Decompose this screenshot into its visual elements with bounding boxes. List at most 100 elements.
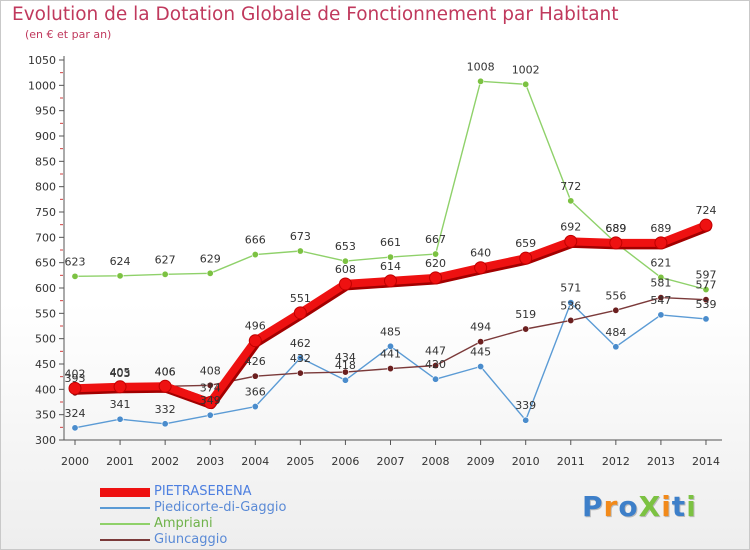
data-label-giuncaggio: 403 [110, 367, 131, 380]
data-label-giuncaggio: 432 [290, 352, 311, 365]
x-tick-label: 2005 [286, 455, 314, 468]
x-tick-label: 2004 [241, 455, 269, 468]
data-label-piedicorte-di-gaggio: 366 [245, 386, 266, 399]
data-label-piedicorte-di-gaggio: 332 [155, 403, 176, 416]
logo-letter: i [686, 490, 697, 523]
data-label-giuncaggio: 426 [245, 355, 266, 368]
data-label-giuncaggio: 577 [695, 279, 716, 292]
data-point-ampriani [296, 247, 304, 255]
chart-legend: PIETRASERENA Piedicorte-di-Gaggio Ampriani… [100, 484, 340, 548]
y-tick-label: 1000 [28, 79, 56, 92]
x-tick-label: 2007 [376, 455, 404, 468]
data-label-piedicorte-di-gaggio: 547 [650, 294, 671, 307]
data-point-piedicorte-di-gaggio [341, 376, 349, 384]
data-label-piedicorte-di-gaggio: 445 [470, 346, 491, 359]
y-tick-label: 350 [35, 409, 56, 422]
data-point-piedicorte-di-gaggio [432, 375, 440, 383]
x-tick-label: 2012 [602, 455, 630, 468]
x-tick-label: 2013 [647, 455, 675, 468]
data-label-ampriani: 653 [335, 240, 356, 253]
data-label-piedicorte-di-gaggio: 571 [560, 282, 581, 295]
x-tick-label: 2011 [557, 455, 585, 468]
legend-item-ampriani: Ampriani [100, 516, 340, 532]
data-label-piedicorte-di-gaggio: 341 [110, 398, 131, 411]
data-point-piedicorte-di-gaggio [522, 416, 530, 424]
data-label-pietraserena: 659 [515, 237, 536, 250]
x-tick-label: 2010 [512, 455, 540, 468]
y-tick-label: 550 [35, 307, 56, 320]
data-label-pietraserena: 608 [335, 263, 356, 276]
data-point-ampriani [432, 250, 440, 258]
data-point-giuncaggio [206, 381, 214, 389]
data-point-pietraserena [519, 251, 533, 265]
data-label-pietraserena: 689 [650, 222, 671, 235]
data-point-giuncaggio [341, 368, 349, 376]
data-label-giuncaggio: 556 [605, 289, 626, 302]
data-point-ampriani [702, 286, 710, 294]
data-point-ampriani [341, 257, 349, 265]
legend-label: Ampriani [154, 516, 213, 531]
data-point-piedicorte-di-gaggio [702, 315, 710, 323]
data-label-ampriani: 627 [155, 253, 176, 266]
data-label-ampriani: 1002 [512, 63, 540, 76]
data-label-piedicorte-di-gaggio: 484 [605, 326, 626, 339]
data-point-pietraserena [429, 271, 443, 285]
data-point-piedicorte-di-gaggio [71, 424, 79, 432]
data-point-giuncaggio [702, 296, 710, 304]
data-label-pietraserena: 402 [65, 367, 86, 380]
y-tick-label: 650 [35, 257, 56, 270]
data-point-pietraserena [338, 277, 352, 291]
data-point-pietraserena [654, 236, 668, 250]
legend-label: Piedicorte-di-Gaggio [154, 500, 287, 515]
data-label-pietraserena: 620 [425, 257, 446, 270]
data-label-ampriani: 621 [650, 256, 671, 269]
data-label-pietraserena: 496 [245, 320, 266, 333]
data-label-giuncaggio: 441 [380, 348, 401, 361]
data-point-giuncaggio [296, 369, 304, 377]
data-point-ampriani [71, 272, 79, 280]
x-tick-label: 2003 [196, 455, 224, 468]
logo-letter: o [618, 490, 639, 523]
legend-item-piedicorte-di-gaggio: Piedicorte-di-Gaggio [100, 500, 340, 516]
y-tick-label: 950 [35, 105, 56, 118]
proxiti-logo: ProXiti [582, 490, 697, 523]
data-point-pietraserena [248, 334, 262, 348]
x-tick-label: 2009 [467, 455, 495, 468]
data-point-pietraserena [68, 381, 82, 395]
data-point-piedicorte-di-gaggio [477, 363, 485, 371]
legend-label: PIETRASERENA [154, 484, 252, 499]
data-point-ampriani [657, 273, 665, 281]
data-point-piedicorte-di-gaggio [657, 311, 665, 319]
data-point-giuncaggio [612, 306, 620, 314]
y-tick-label: 900 [35, 130, 56, 143]
x-tick-label: 2001 [106, 455, 134, 468]
y-tick-label: 450 [35, 358, 56, 371]
logo-letter: r [603, 490, 619, 523]
data-label-ampriani: 673 [290, 230, 311, 243]
data-point-piedicorte-di-gaggio [612, 343, 620, 351]
data-label-giuncaggio: 408 [200, 364, 221, 377]
data-point-pietraserena [564, 234, 578, 248]
data-label-giuncaggio: 447 [425, 345, 446, 358]
legend-swatch [100, 523, 150, 525]
data-point-ampriani [477, 77, 485, 85]
y-tick-label: 600 [35, 282, 56, 295]
data-point-pietraserena [474, 261, 488, 275]
data-point-ampriani [116, 272, 124, 280]
x-tick-label: 2002 [151, 455, 179, 468]
y-tick-label: 500 [35, 333, 56, 346]
data-label-ampriani: 1008 [467, 60, 495, 73]
data-point-giuncaggio [567, 316, 575, 324]
data-label-pietraserena: 692 [560, 220, 581, 233]
legend-swatch [100, 507, 150, 509]
y-tick-label: 850 [35, 155, 56, 168]
data-label-pietraserena: 724 [695, 204, 716, 217]
data-point-ampriani [161, 270, 169, 278]
data-point-ampriani [522, 80, 530, 88]
data-label-giuncaggio: 581 [650, 277, 671, 290]
data-label-giuncaggio: 434 [335, 351, 356, 364]
data-label-giuncaggio: 406 [155, 365, 176, 378]
data-label-pietraserena: 614 [380, 260, 401, 273]
data-point-pietraserena [203, 396, 217, 410]
logo-letter: i [661, 490, 672, 523]
